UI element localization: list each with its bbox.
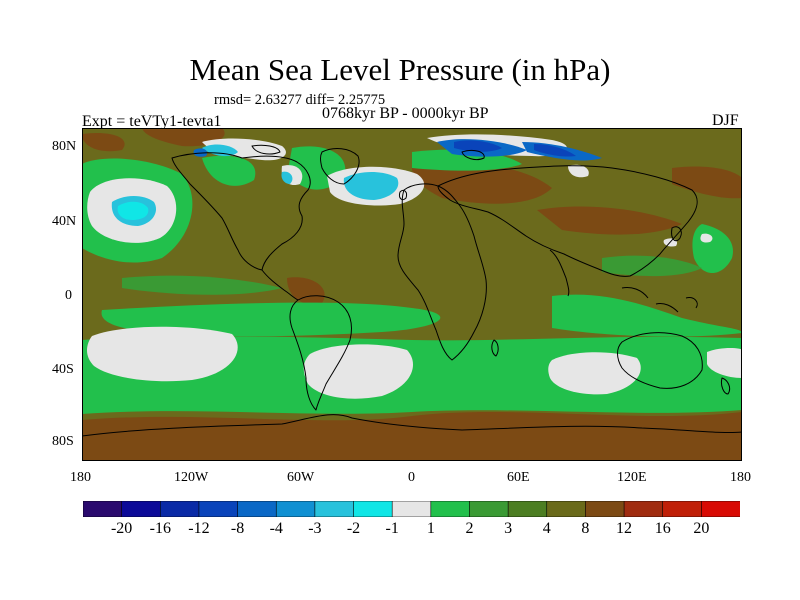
map-title: Mean Sea Level Pressure (in hPa) bbox=[189, 52, 611, 87]
x-tick-label: 60W bbox=[287, 470, 315, 485]
colorbar-label: -16 bbox=[149, 520, 171, 537]
colorbar-label: -2 bbox=[346, 520, 361, 537]
colorbar-label: -1 bbox=[385, 520, 399, 537]
colorbar-swatch bbox=[275, 501, 316, 517]
x-tick-label: 0 bbox=[408, 470, 415, 485]
colorbar-swatch bbox=[391, 501, 432, 517]
colorbar-swatch bbox=[469, 501, 509, 517]
x-tick-label: 60E bbox=[507, 470, 530, 485]
y-tick-label: 80N bbox=[52, 139, 77, 154]
colorbar-label: 2 bbox=[465, 520, 474, 537]
colorbar-swatch bbox=[662, 501, 702, 517]
x-tick-label: 180 bbox=[730, 470, 751, 485]
colorbar-label: 12 bbox=[616, 520, 633, 537]
season-label: DJF bbox=[712, 112, 739, 129]
colorbar-swatch bbox=[83, 501, 123, 517]
colorbar-label: 3 bbox=[504, 520, 513, 537]
map-frame bbox=[82, 128, 742, 461]
colorbar-swatch bbox=[121, 501, 161, 517]
colorbar-label: -20 bbox=[110, 520, 133, 537]
x-tick-label: 180 bbox=[70, 470, 91, 485]
brown-band-regions bbox=[82, 128, 742, 461]
colorbar-swatch bbox=[623, 501, 664, 517]
low-pressure-lightest bbox=[117, 201, 149, 220]
colorbar-label: 20 bbox=[693, 520, 710, 537]
colorbar-swatch bbox=[585, 501, 625, 517]
mid-green-zones bbox=[122, 255, 702, 295]
colorbar-label: 8 bbox=[581, 520, 590, 537]
colorbar-swatch bbox=[198, 501, 239, 517]
y-tick-label: 40S bbox=[52, 362, 74, 377]
colorbar-swatch bbox=[701, 501, 740, 517]
colorbar-swatch bbox=[353, 501, 393, 517]
colorbar-label: -8 bbox=[230, 520, 245, 537]
colorbar-swatch bbox=[237, 501, 277, 517]
low-pressure-deep bbox=[454, 140, 576, 157]
pressure-map bbox=[82, 128, 742, 461]
y-tick-label: 40N bbox=[52, 214, 77, 229]
colorbar-label: 1 bbox=[426, 520, 435, 537]
coastlines bbox=[82, 144, 742, 437]
y-tick-label: 80S bbox=[52, 434, 74, 449]
colorbar-swatch bbox=[159, 501, 200, 517]
colorbar-label: 16 bbox=[654, 520, 671, 537]
stats-label: rmsd= 2.63277 diff= 2.25775 bbox=[214, 92, 386, 108]
colorbar-swatch bbox=[430, 501, 471, 517]
y-tick-label: 0 bbox=[65, 288, 72, 303]
experiment-label: Expt = teVTy1-tevta1 bbox=[82, 113, 222, 130]
x-tick-label: 120E bbox=[617, 470, 647, 485]
colorbar-label: -4 bbox=[269, 520, 283, 537]
period-label: 0768kyr BP - 0000kyr BP bbox=[322, 105, 489, 122]
colorbar-label: 4 bbox=[542, 520, 551, 537]
x-tick-label: 120W bbox=[174, 470, 209, 485]
colorbar-swatch bbox=[546, 501, 587, 517]
colorbar-swatch bbox=[507, 501, 548, 517]
colorbar bbox=[83, 501, 740, 517]
colorbar-label: -3 bbox=[308, 520, 322, 537]
colorbar-swatch bbox=[314, 501, 355, 517]
colorbar-label: -12 bbox=[188, 520, 210, 537]
